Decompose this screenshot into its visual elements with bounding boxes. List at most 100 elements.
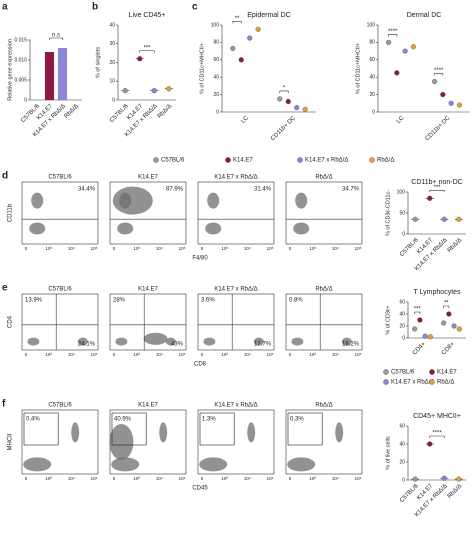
chart-title: T Lymphocytes [413,289,461,296]
x-tick-label: LC [396,115,406,125]
cell-population [165,337,176,346]
gate-percentage: 3.6% [201,298,215,304]
axis-tick-label: 10⁵ [355,352,362,357]
significance-bracket [434,73,444,76]
y-tick-label: 0.010 [14,57,27,63]
dot [151,88,157,94]
x-tick-label: LC [240,115,250,125]
axis-tick-label: 10⁵ [179,352,186,357]
gate [287,412,323,446]
y-tick-label: 30 [109,41,115,47]
axis-tick-label: 0 [113,476,116,481]
cell-population [109,424,134,460]
dot [386,39,392,45]
gate-percentage: 31.4% [254,187,272,193]
y-tick-label: 0 [112,97,115,103]
axis-tick-label: 10⁴ [332,476,339,481]
cell-population [207,192,220,209]
y-tick-label: 100 [367,22,376,28]
cell-population [341,337,352,346]
axis-tick-label: 10⁵ [91,246,98,251]
dot [432,79,438,85]
cell-population [111,457,140,472]
axis-tick-label: 10³ [133,476,140,481]
y-tick-label: 80 [369,40,375,46]
x-tick-label: CD4+ [412,341,428,357]
cell-population [247,422,256,443]
gate-percentage: 17.7% [254,342,272,348]
flow-x-label: CD8 [194,362,207,368]
legend-label: C57BL/6 [391,370,415,376]
axis-tick-label: 10³ [221,246,228,251]
flow-x-label: F4/80 [192,256,208,262]
cell-population [253,337,264,346]
dot [456,476,462,482]
y-tick-label: 60 [399,423,405,429]
gate-percentage: 87.9% [166,187,184,193]
cell-population [295,192,308,209]
dot [427,441,433,447]
significance-bracket [414,311,421,314]
x-tick-label: C57BL/6 [399,483,420,504]
cell-population [203,337,216,346]
significance-label: ** [444,301,449,307]
chart-title: Live CD45+ [129,12,166,19]
x-tick-label: RbΔ/Δ [64,103,81,120]
legend-label: K14.E7 [233,158,253,164]
y-tick-label: 0.015 [14,37,27,43]
bar [57,48,68,100]
legend-swatch [369,157,375,163]
cell-population [112,186,153,215]
axis-tick-label: 0 [113,246,116,251]
axis-tick-label: 10⁵ [267,476,274,481]
axis-tick-label: 10³ [309,352,316,357]
significance-bracket [279,90,289,93]
y-axis-label: % of singlets [95,47,101,78]
axis-tick-label: 10⁴ [332,246,339,251]
axis-tick-label: 10⁵ [355,246,362,251]
y-tick-label: 0 [402,477,405,483]
axis-tick-label: 10⁴ [332,352,339,357]
chart-title: Dermal DC [407,12,442,19]
gate-percentage: 1.3% [202,417,216,423]
plot-title: K14.E7 [138,287,158,293]
bar [44,52,55,100]
y-axis-label: % of CD3ε+ [385,305,391,334]
y-tick-label: 60 [213,57,219,63]
dot [402,48,408,54]
y-tick-label: 10 [109,79,115,85]
cell-population [199,457,228,472]
legend-swatch [383,369,389,375]
significance-label: *** [414,307,422,313]
panel-label: a [2,2,8,13]
flow-y-label: MHCII [8,433,14,450]
axis-tick-label: 0 [289,476,292,481]
axis-tick-label: 10³ [221,352,228,357]
dot [441,475,447,481]
dot [247,35,253,41]
y-tick-label: 40 [399,311,405,317]
dot [441,216,447,222]
legend-label: K14.E7 x RbΔ/Δ [305,158,348,164]
panel-label: e [2,283,8,294]
dot [410,44,416,50]
gate-percentage: 40.9% [114,417,132,423]
axis-tick-label: 10⁵ [91,476,98,481]
legend-swatch [297,157,303,163]
significance-bracket [49,37,63,40]
dot [137,56,143,62]
dot [441,320,447,326]
axis-tick-label: 10⁵ [179,246,186,251]
plot-title: K14.E7 x RbΔ/Δ [214,175,257,181]
y-tick-label: 0 [216,109,219,115]
gate-percentage: 24.1% [78,342,96,348]
legend-swatch [153,157,159,163]
cell-population [143,332,168,345]
gate [199,412,235,446]
plot-title: K14.E7 [138,403,158,409]
plot-title: K14.E7 x RbΔ/Δ [214,403,257,409]
axis-tick-label: 0 [289,352,292,357]
axis-tick-label: 10⁴ [156,352,163,357]
chart-title: CD45+ MHCII+ [413,413,461,420]
